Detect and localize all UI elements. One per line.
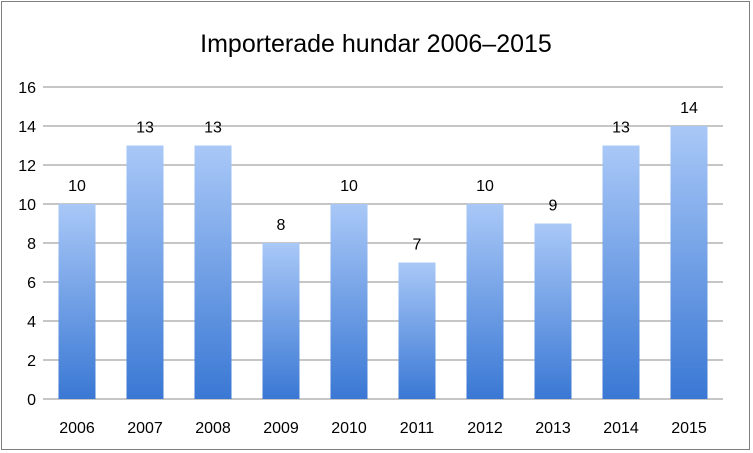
data-label: 13: [136, 120, 154, 137]
x-tick-label: 2010: [331, 420, 367, 437]
x-axis: 2006 2007 2008 2009 2010 2011 2012 2013 2014 2015: [59, 420, 707, 437]
x-tick-label: 2014: [603, 420, 639, 437]
y-axis: 0 2 4 6 8 10 12 14 16: [18, 80, 36, 409]
bar: [534, 223, 572, 399]
y-tick-label: 6: [27, 275, 36, 292]
y-tick-label: 2: [27, 353, 36, 370]
data-label: 8: [277, 217, 286, 234]
chart-title: Importerade hundar 2006–2015: [200, 30, 552, 58]
bar: [262, 243, 300, 399]
bars: [58, 126, 708, 399]
x-tick-label: 2013: [535, 420, 571, 437]
y-tick-label: 12: [18, 158, 36, 175]
y-tick-label: 16: [18, 80, 36, 97]
x-tick-label: 2015: [671, 420, 707, 437]
data-label: 13: [204, 120, 222, 137]
x-tick-label: 2011: [400, 420, 435, 437]
x-tick-label: 2007: [127, 420, 163, 437]
x-tick-label: 2009: [263, 420, 299, 437]
y-tick-label: 4: [27, 314, 36, 331]
data-label: 10: [340, 178, 358, 195]
y-tick-label: 0: [27, 392, 36, 409]
x-tick-label: 2008: [195, 420, 231, 437]
bar: [330, 204, 368, 399]
x-tick-label: 2006: [59, 420, 95, 437]
data-label: 9: [549, 198, 558, 215]
bar: [58, 204, 96, 399]
data-label: 10: [68, 178, 86, 195]
data-label: 10: [476, 178, 494, 195]
y-tick-label: 8: [27, 236, 36, 253]
data-label: 7: [413, 237, 422, 254]
bar: [670, 126, 708, 399]
bar: [194, 145, 232, 399]
bar: [126, 145, 164, 399]
y-tick-label: 14: [18, 119, 36, 136]
data-labels: 10 13 13 8 10 7 10 9 13 14: [68, 100, 698, 254]
data-label: 14: [680, 100, 698, 117]
bar: [398, 262, 436, 399]
bar: [602, 145, 640, 399]
y-tick-label: 10: [18, 197, 36, 214]
x-tick-label: 2012: [467, 420, 503, 437]
bar: [466, 204, 504, 399]
data-label: 13: [612, 120, 630, 137]
